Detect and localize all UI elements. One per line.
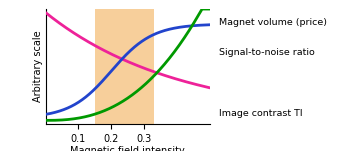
Text: Magnet volume (price): Magnet volume (price) xyxy=(219,18,327,27)
Text: Image contrast TI: Image contrast TI xyxy=(219,109,302,118)
Y-axis label: Arbitrary scale: Arbitrary scale xyxy=(33,31,43,102)
Bar xyxy=(95,9,154,124)
Text: Signal-to-noise ratio: Signal-to-noise ratio xyxy=(219,48,315,57)
X-axis label: Magnetic field intensity: Magnetic field intensity xyxy=(70,146,185,151)
